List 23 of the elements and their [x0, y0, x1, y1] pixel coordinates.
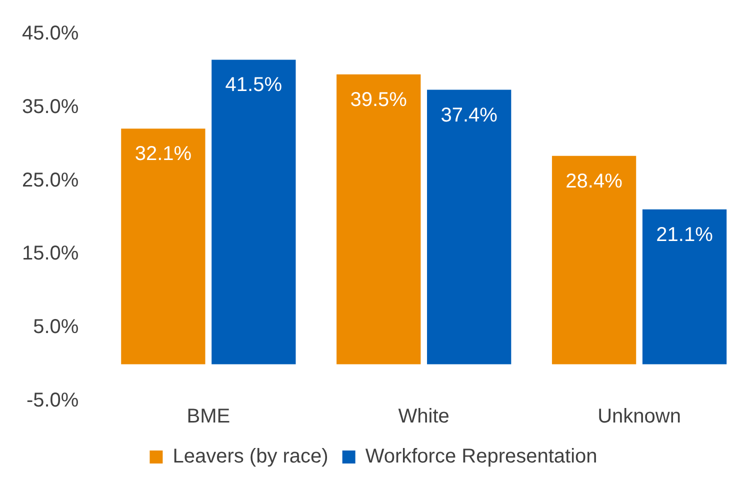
legend-label: Workforce Representation	[365, 446, 598, 468]
y-tick-label: 25.0%	[22, 169, 79, 192]
bar	[212, 60, 296, 364]
y-tick-label: 5.0%	[33, 316, 79, 338]
data-label: 21.1%	[656, 224, 714, 246]
bar	[121, 128, 206, 364]
x-tick-label: Unknown	[598, 406, 681, 428]
data-label: 41.5%	[225, 74, 282, 96]
bar	[427, 90, 512, 364]
x-tick-label: White	[398, 406, 450, 428]
y-tick-label: 35.0%	[22, 96, 79, 118]
data-label: 37.4%	[440, 104, 498, 126]
y-tick-label: 45.0%	[22, 22, 79, 45]
bar	[552, 156, 636, 364]
data-label: 39.5%	[350, 88, 408, 111]
legend-label: Leavers (by race)	[172, 446, 328, 468]
bar	[336, 74, 421, 364]
y-tick-label: 15.0%	[22, 242, 79, 265]
x-tick-label: BME	[186, 406, 230, 428]
data-label: 32.1%	[134, 143, 192, 166]
data-label: 28.4%	[566, 170, 623, 192]
y-tick-label: -5.0%	[26, 390, 79, 412]
bar	[642, 209, 727, 364]
